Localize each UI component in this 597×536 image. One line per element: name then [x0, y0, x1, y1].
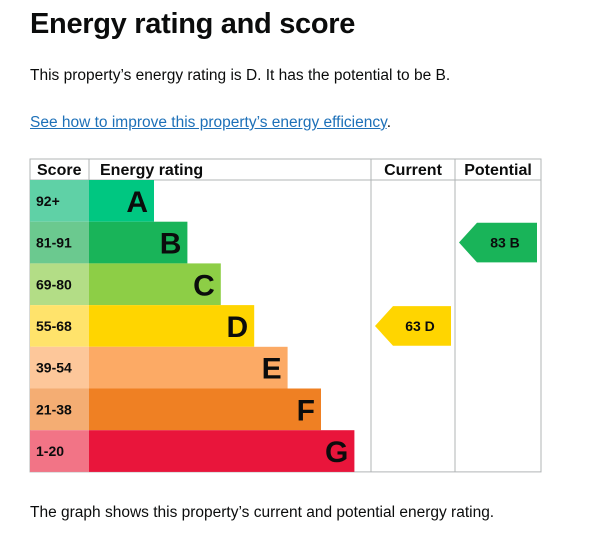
- header-energy-rating: Energy rating: [100, 162, 203, 179]
- rating-bar-f: [89, 388, 321, 431]
- rating-summary: This property’s energy rating is D. It h…: [30, 67, 451, 84]
- potential-rating-label: 83 B: [490, 235, 520, 251]
- score-cell-d: [30, 305, 89, 347]
- rating-indicators: 63 D 83 B: [375, 222, 537, 346]
- page-title: Energy rating and score: [30, 8, 356, 40]
- rating-bar-e: [89, 346, 288, 389]
- score-label-b: 81-91: [36, 235, 72, 251]
- improve-efficiency-link[interactable]: See how to improve this property’s energ…: [30, 114, 387, 131]
- rating-letter-e: E: [262, 353, 282, 386]
- score-label-c: 69-80: [36, 276, 72, 292]
- header-potential: Potential: [464, 162, 532, 179]
- score-label-a: 92+: [36, 193, 60, 209]
- chart-caption: The graph shows this property’s current …: [30, 504, 495, 521]
- score-cell-a: [30, 180, 89, 222]
- rating-letter-c: C: [193, 269, 215, 302]
- score-cell-b: [30, 221, 89, 264]
- rating-bar-c: [89, 263, 221, 306]
- rating-letter-g: G: [325, 436, 348, 469]
- potential-rating-arrow: [459, 222, 537, 263]
- score-cell-e: [30, 346, 89, 389]
- score-label-g: 1-20: [36, 443, 64, 459]
- improve-link-line: See how to improve this property’s energ…: [30, 114, 391, 132]
- header-score: Score: [37, 162, 82, 179]
- chart-headers: Score Energy rating Current Potential: [37, 162, 532, 179]
- score-label-f: 21-38: [36, 401, 72, 417]
- rating-bar-g: [89, 430, 355, 472]
- rating-letter-a: A: [126, 186, 148, 219]
- score-cell-c: [30, 263, 89, 306]
- score-label-d: 55-68: [36, 318, 72, 334]
- rating-letter-f: F: [297, 394, 315, 427]
- score-cell-f: [30, 388, 89, 431]
- header-current: Current: [384, 162, 442, 179]
- rating-bar-b: [89, 221, 188, 264]
- link-suffix: .: [386, 114, 391, 131]
- current-rating-arrow: [375, 306, 451, 346]
- rating-bands: 92+ A 81-91 B 69-80 C 55-68 D 39-54 E 21-38 F 1-20 G: [30, 180, 355, 472]
- rating-letter-d: D: [227, 311, 249, 344]
- current-rating-label: 63 D: [405, 318, 435, 334]
- rating-bar-a: [89, 180, 154, 222]
- score-label-e: 39-54: [36, 360, 72, 376]
- rating-letter-b: B: [160, 228, 182, 261]
- score-cell-g: [30, 430, 89, 472]
- rating-bar-d: [89, 305, 255, 347]
